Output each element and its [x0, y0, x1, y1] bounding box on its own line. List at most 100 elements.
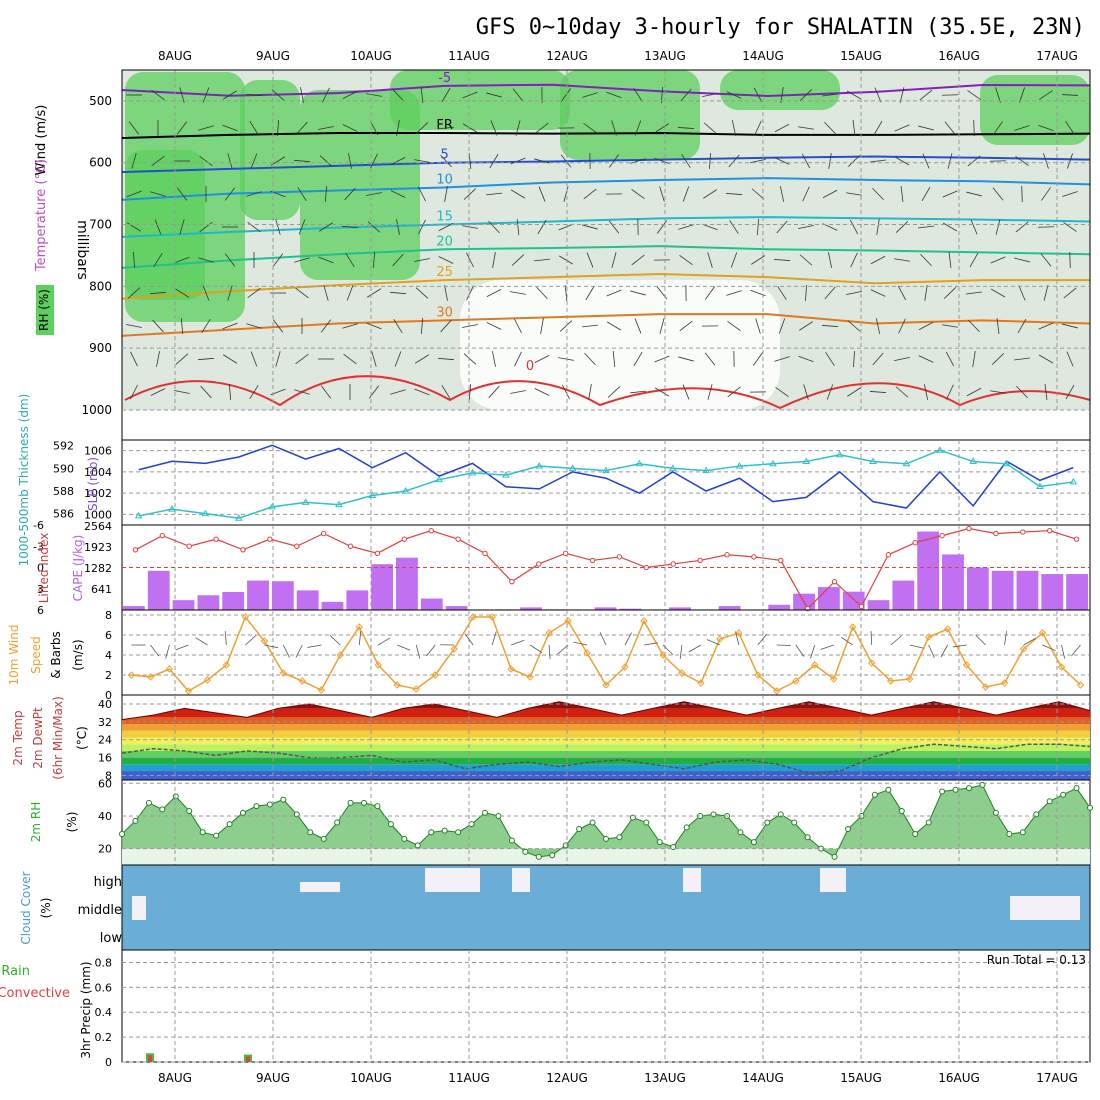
rh-shade-area	[980, 75, 1090, 145]
wind-barb	[195, 637, 208, 646]
wind-barb	[630, 290, 646, 296]
wind-barb	[223, 354, 237, 364]
wind-barb	[320, 385, 332, 399]
wind-barb	[966, 291, 982, 295]
cloud-level-label: high	[94, 875, 122, 890]
rh-point	[132, 817, 139, 824]
wind-barb	[1015, 221, 1029, 233]
wind-barb	[872, 352, 884, 366]
wind-barb	[367, 288, 381, 298]
rh-point	[1046, 798, 1053, 805]
cape-bar	[296, 590, 319, 610]
wind-barb	[991, 353, 1005, 365]
rh-shade-area	[720, 70, 840, 110]
wind-barb	[681, 154, 691, 168]
wind-barb	[631, 188, 645, 200]
wind-barb	[174, 390, 190, 394]
wind-barb	[126, 324, 142, 328]
wind-barb	[370, 120, 378, 136]
wind-barb	[510, 189, 526, 199]
wind-barb	[322, 87, 330, 103]
wind-barb	[948, 252, 952, 268]
wind-barb	[679, 644, 683, 659]
pressure-tick-label: 800	[89, 279, 112, 293]
wind-barb	[820, 644, 834, 650]
wind-barb	[918, 125, 934, 131]
wind-barb	[441, 385, 451, 399]
wind-barb	[846, 192, 862, 196]
wind-barb	[799, 89, 813, 101]
thickness-tick-label: 588	[53, 485, 74, 498]
wind-speed-line-point	[203, 676, 212, 684]
wind-barb	[414, 388, 430, 396]
wind-barb	[726, 290, 742, 296]
thickness-line-point	[668, 464, 677, 471]
rh-point	[656, 839, 663, 846]
temp-line	[121, 701, 1091, 721]
wind-barb	[633, 351, 643, 367]
li-tick-label: -3	[33, 540, 44, 553]
slp-tick-label: 1006	[84, 445, 112, 458]
wind-speed-line-point	[146, 673, 155, 681]
rh-point	[253, 803, 260, 810]
pressure-tick-label: 700	[89, 218, 112, 232]
cloud-level-label: middle	[78, 903, 122, 918]
rh-point	[334, 819, 341, 826]
wind-barb	[967, 90, 981, 100]
wind-barb	[940, 644, 948, 658]
temp-band	[122, 744, 1090, 751]
legend-convective: Convective	[0, 986, 70, 1001]
dry-area	[460, 280, 780, 410]
wind-barb	[463, 188, 477, 200]
wind-barb	[366, 322, 382, 330]
isotherm-line	[121, 177, 1091, 201]
wind-barb	[559, 320, 573, 332]
wind-barb	[368, 385, 380, 399]
wind-barb	[366, 192, 382, 196]
wind-speed-line-point	[830, 675, 838, 683]
wind-barb	[853, 350, 855, 368]
wind-barb	[966, 191, 982, 197]
wind-barb	[849, 219, 859, 235]
wind-barb	[199, 155, 213, 167]
wind-barb	[582, 324, 598, 328]
wind-barb	[1062, 191, 1078, 197]
wind-barb	[223, 90, 237, 100]
wind-barb	[899, 87, 905, 103]
wind-barb	[1061, 644, 1066, 659]
wind-barb	[1016, 385, 1028, 399]
cloud-block	[1010, 896, 1080, 920]
wind-barb	[295, 353, 309, 365]
wind-barb	[990, 390, 1006, 394]
wind-barb	[156, 351, 160, 367]
rh-point	[468, 821, 475, 828]
wind-barb	[534, 388, 550, 396]
cape-bar	[991, 570, 1014, 610]
thickness-line-point	[702, 466, 711, 474]
thickness-line-point	[134, 511, 143, 519]
wind-barb	[774, 123, 790, 133]
wind-barb	[224, 631, 227, 646]
rh-point	[414, 842, 421, 849]
rh-point	[159, 806, 166, 813]
wind-barb	[150, 388, 166, 396]
rh-shade-area	[240, 80, 300, 220]
wind-barb	[678, 224, 694, 230]
wind-barb	[318, 126, 334, 130]
pressure-tick-label: 900	[89, 341, 112, 355]
wind-speed-line-point	[564, 617, 572, 625]
wind-barb	[607, 386, 621, 398]
date-label-bottom: 16AUG	[938, 1071, 980, 1085]
wind-barb	[894, 356, 910, 362]
wind-speed-line-point	[924, 633, 933, 641]
cloud-background	[122, 865, 1090, 950]
wind-barb	[245, 635, 257, 646]
wind-barb	[371, 351, 377, 367]
temp-band	[122, 717, 1090, 725]
wind-barb	[752, 352, 764, 366]
cape-bar	[222, 592, 245, 610]
wind-barb	[444, 186, 448, 202]
wind-speed-line-point	[336, 651, 344, 659]
wind-barb	[731, 120, 737, 136]
rh-point	[885, 786, 892, 793]
